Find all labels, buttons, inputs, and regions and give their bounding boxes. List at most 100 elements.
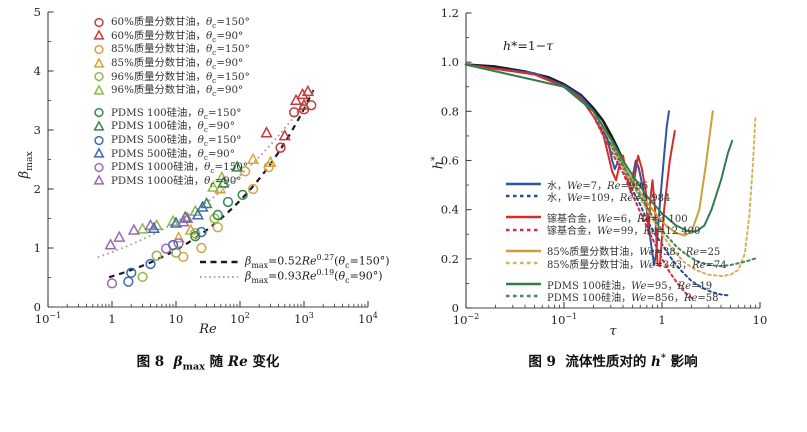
circle-marker-icon xyxy=(94,72,104,82)
dashed-line-sample-icon xyxy=(506,228,541,231)
svg-text:0: 0 xyxy=(34,300,41,314)
svg-text:0.2: 0.2 xyxy=(441,252,459,266)
fig8-caption: 图 8 βmax 随 Re 变化 xyxy=(136,354,280,373)
fig9-series-6 xyxy=(609,115,757,277)
legend-item-label: βmax=0.52Re0.27(θc=150°) xyxy=(245,253,390,270)
solid-line-sample-icon xyxy=(506,182,541,186)
circle-marker-icon xyxy=(94,135,104,145)
legend-item: 水，We=7，Re=996 xyxy=(505,178,727,192)
solid-line-sample-icon xyxy=(506,249,541,253)
legend-item-label: PDMS 500硅油，θc=90° xyxy=(111,147,235,162)
svg-text:1.2: 1.2 xyxy=(441,6,459,20)
legend-item: PDMS 500硅油，θc=90° xyxy=(92,146,250,162)
fit-line-sample-icon xyxy=(200,260,238,263)
svg-text:10: 10 xyxy=(753,313,768,327)
legend-item: 60%质量分数甘油，θc=150° xyxy=(92,15,250,30)
fig9-x-axis-label: τ xyxy=(609,324,617,339)
circle-marker-icon xyxy=(94,108,104,118)
fig8-y-axis-label: βmax xyxy=(17,151,35,179)
legend-item-label: 96%质量分数甘油，θc=90° xyxy=(111,84,244,99)
circle-marker-icon xyxy=(94,44,104,55)
svg-text:104: 104 xyxy=(358,311,378,326)
svg-text:102: 102 xyxy=(230,311,250,326)
svg-text:3: 3 xyxy=(34,123,41,137)
svg-text:10−1: 10−1 xyxy=(35,311,61,326)
svg-text:10−2: 10−2 xyxy=(453,312,479,327)
svg-text:10: 10 xyxy=(169,312,184,326)
legend-item: PDMS 100硅油，We=95，Re=19 xyxy=(505,278,727,292)
fig8-series-0 xyxy=(275,100,317,153)
legend-item-label: 85%质量分数甘油，We=343，Re=74 xyxy=(547,259,727,271)
legend-item-label: PDMS 100硅油，θc=90° xyxy=(111,120,235,135)
legend-item-label: PDMS 100硅油，We=856，Re=58 xyxy=(547,292,719,304)
fig8-x-axis-label: Re xyxy=(199,322,217,337)
legend-item: 96%质量分数甘油，θc=90° xyxy=(92,83,250,99)
legend-item: 水，We=109，Re=3 984 xyxy=(505,190,727,204)
dashed-line-sample-icon xyxy=(506,261,541,265)
svg-text:1: 1 xyxy=(108,312,115,326)
legend-item: 96%质量分数甘油，θc=150° xyxy=(92,69,250,85)
legend-item-label: 85%质量分数甘油，We=38，Re=25 xyxy=(547,247,721,259)
legend-item: 85%质量分数甘油，We=38，Re=25 xyxy=(505,245,727,259)
fig8-fit-line-dashed xyxy=(108,89,315,279)
fig9-y-axis-label: h* xyxy=(429,156,447,170)
svg-text:5: 5 xyxy=(34,5,41,19)
dashed-line-sample-icon xyxy=(506,195,541,198)
legend-item: PDMS 100硅油，We=856，Re=58 xyxy=(505,290,727,304)
legend-item: 镓基合金，We=99，Re=12 400 xyxy=(505,224,727,238)
fig9-data xyxy=(464,63,759,301)
svg-text:4: 4 xyxy=(34,64,41,78)
fig8-fit-legend: βmax=0.52Re0.27(θc=150°) βmax=0.93Re0.19(… xyxy=(199,253,390,285)
legend-item-label: 85%质量分数甘油，θc=90° xyxy=(111,57,244,72)
legend-item-label: PDMS 1000硅油，θc=150° xyxy=(111,161,248,176)
svg-text:0.4: 0.4 xyxy=(441,203,459,217)
solid-line-sample-icon xyxy=(506,283,541,286)
fig9-series-8 xyxy=(609,142,759,268)
legend-item: 85%质量分数甘油，θc=90° xyxy=(92,56,250,72)
legend-item-label: PDMS 100硅油，θc=150° xyxy=(111,106,242,121)
svg-text:1.0: 1.0 xyxy=(441,55,459,69)
fig8-data xyxy=(97,84,317,289)
legend-item-label: 水，We=109，Re=3 984 xyxy=(547,192,671,204)
fig8-fit-line-dotted xyxy=(97,89,315,259)
svg-text:0: 0 xyxy=(452,301,459,315)
triangle-marker-icon xyxy=(93,120,105,131)
legend-item-label: 60%质量分数甘油，θc=90° xyxy=(111,29,244,44)
fig8-series-10 xyxy=(106,238,184,289)
fig8-series-8 xyxy=(123,226,207,287)
fig8-axes: 10−1 1 10 102 103 104 0 1 2 3 4 5 xyxy=(34,5,378,326)
svg-text:2: 2 xyxy=(34,182,41,196)
legend-item: PDMS 1000硅油，θc=150° xyxy=(92,160,250,176)
svg-text:1: 1 xyxy=(34,241,41,255)
legend-item: βmax=0.93Re0.19(θc=90°) xyxy=(199,268,390,285)
legend-item: PDMS 1000硅油，θc=90° xyxy=(92,174,250,189)
circle-marker-icon xyxy=(94,17,104,27)
fit-line-sample-icon xyxy=(200,275,238,278)
legend-item-label: βmax=0.93Re0.19(θc=90°) xyxy=(245,268,383,285)
fig9-curve-annotation: h*=1−τ xyxy=(503,38,554,53)
triangle-marker-icon xyxy=(93,174,105,185)
legend-item-label: PDMS 500硅油，θc=150° xyxy=(111,134,242,149)
legend-item: βmax=0.52Re0.27(θc=150°) xyxy=(199,253,390,270)
svg-text:0.6: 0.6 xyxy=(441,154,459,168)
legend-item-label: 96%质量分数甘油，θc=150° xyxy=(111,70,250,85)
legend-item: PDMS 100硅油，θc=90° xyxy=(92,119,250,135)
svg-text:1: 1 xyxy=(658,313,665,327)
fig8-series-1 xyxy=(260,84,314,141)
svg-text:10−1: 10−1 xyxy=(551,312,577,327)
triangle-marker-icon xyxy=(93,147,105,158)
legend-item-label: 镓基合金，We=6，Re=3 100 xyxy=(547,213,688,225)
legend-item: 85%质量分数甘油，θc=150° xyxy=(92,42,250,58)
triangle-marker-icon xyxy=(93,84,105,95)
legend-item: 镓基合金，We=6，Re=3 100 xyxy=(505,211,727,225)
legend-item: PDMS 100硅油，θc=150° xyxy=(92,106,250,121)
fig9-series-4 xyxy=(592,115,695,301)
fig8-series-6 xyxy=(190,189,248,242)
circle-marker-icon xyxy=(94,162,104,172)
legend-item-label: 镓基合金，We=99，Re=12 400 xyxy=(547,226,701,238)
fig8-series-9 xyxy=(147,200,209,234)
triangle-marker-icon xyxy=(93,29,105,40)
svg-text:103: 103 xyxy=(294,311,314,326)
